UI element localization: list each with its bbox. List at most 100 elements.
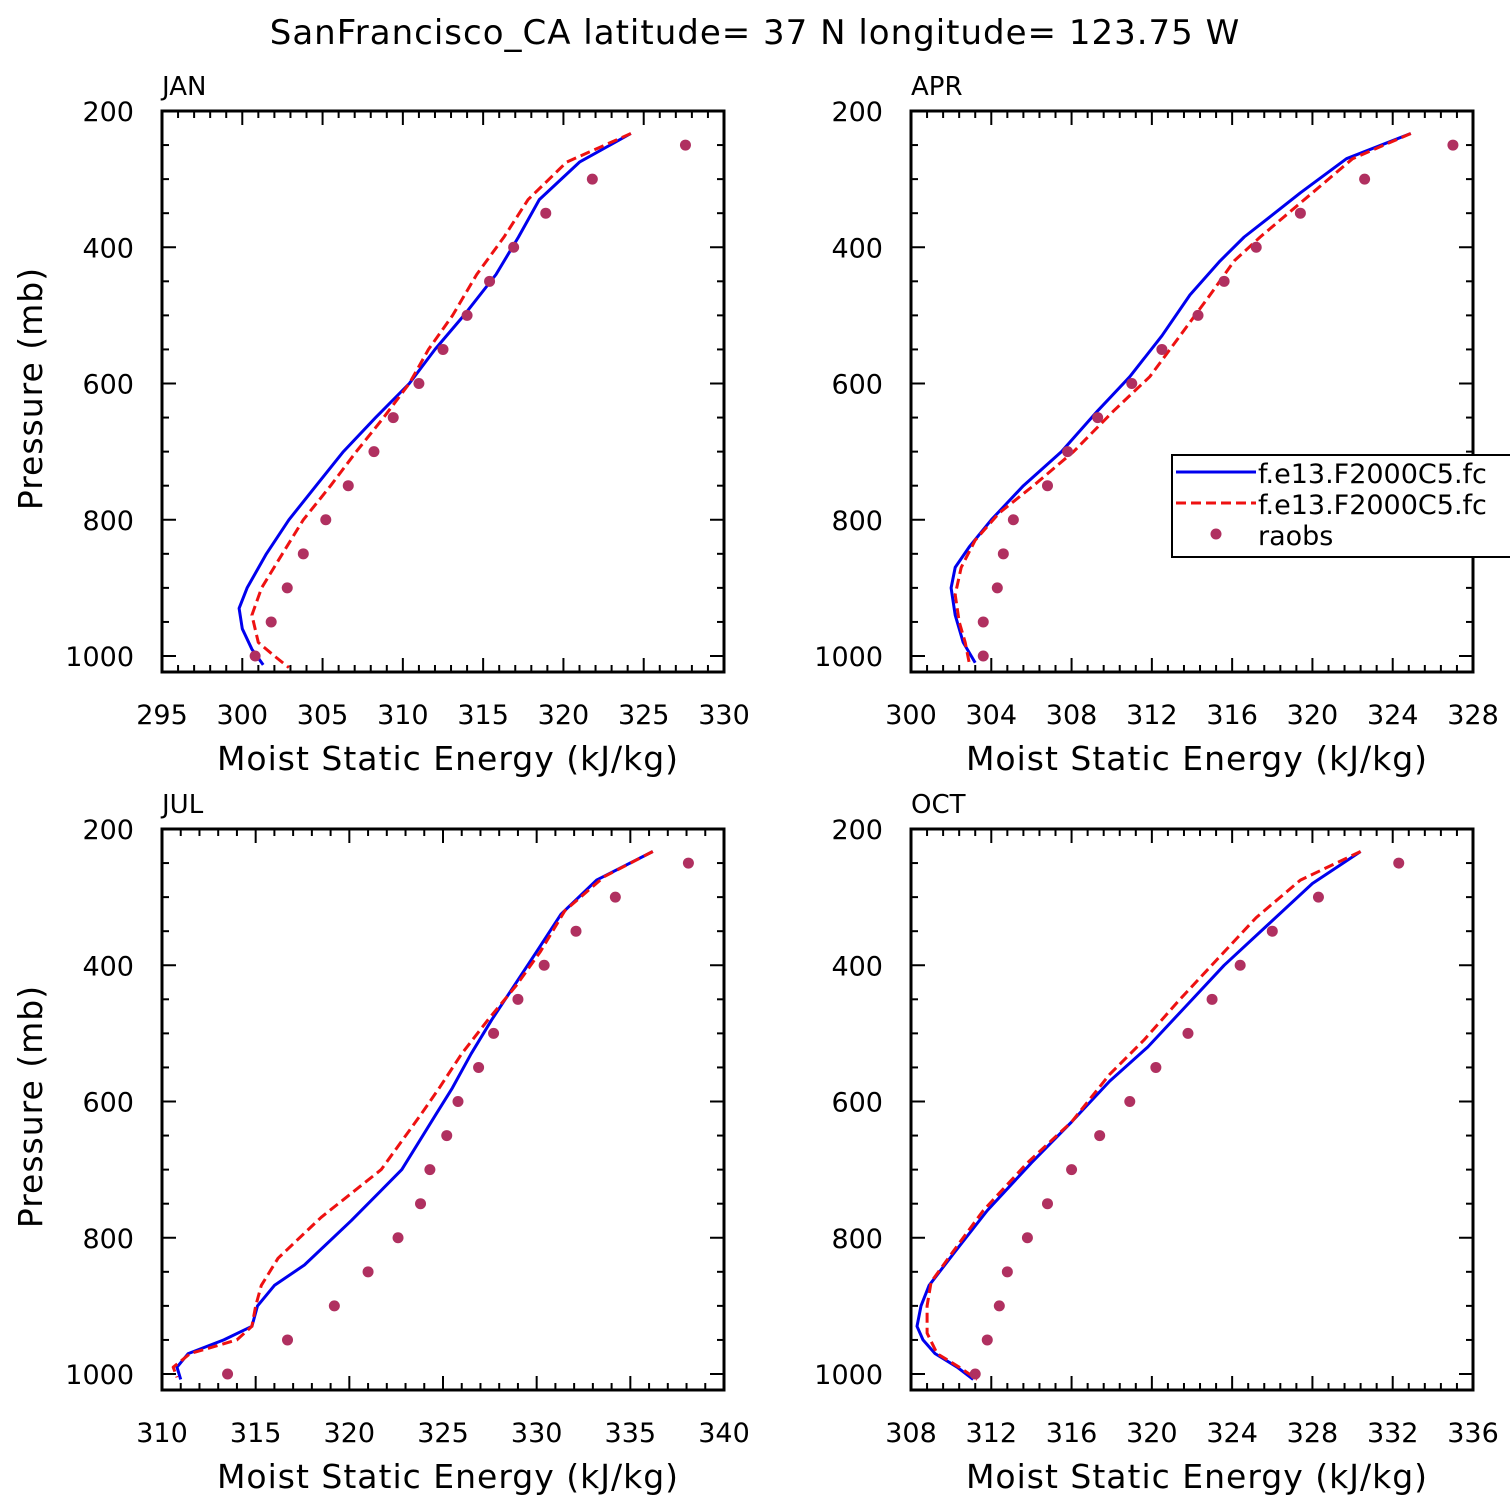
y-axis-label: Pressure (mb) [11,267,50,510]
series-line-dashed [925,850,1362,1381]
series-line-dashed [953,132,1412,664]
plot-frame [160,109,726,674]
raobs-point [1182,1027,1194,1039]
x-axis-label: Moist Static Energy (kJ/kg) [966,739,1428,778]
legend-swatch-raobs [1210,528,1222,540]
series-line-solid [949,132,1412,664]
raobs-point [1092,412,1104,424]
series-line-solid [237,132,632,666]
raobs-point [1041,480,1053,492]
panel-apr: APR 300 304 308 312 316 320 324 328 200 400 600 800 1… [814,72,1498,778]
x-tick-label: 300 [885,700,937,731]
y-tick-label: 800 [82,1224,134,1255]
raobs-point [281,582,293,594]
raobs-point [1001,1266,1013,1278]
x-tick-label: 320 [1287,700,1339,731]
x-tick-label: 320 [538,700,590,731]
raobs-point [1126,378,1138,389]
legend-label-dashed: f.e13.F2000C5.fc [1258,490,1487,521]
raobs-point [508,241,520,253]
raobs-point [1066,1164,1078,1176]
x-tick-label: 308 [1046,700,1098,731]
plot-data [171,850,694,1380]
x-tick-label: 340 [698,1418,750,1449]
raobs-point [297,548,309,560]
x-axis-label: Moist Static Energy (kJ/kg) [966,1457,1428,1496]
raobs-point [609,891,621,903]
y-tick-label: 600 [831,370,883,401]
y-tick-label: 400 [82,233,134,264]
x-tick-label: 312 [1126,700,1178,731]
x-tick-label: 304 [966,700,1018,731]
x-tick-label: 315 [457,700,509,731]
y-tick-label: 400 [82,951,134,982]
y-tick-label: 1000 [814,642,883,673]
raobs-point [368,446,380,458]
y-tick-label: 800 [831,506,883,537]
y-axis-label: Pressure (mb) [11,985,50,1228]
x-tick-label: 320 [324,1418,376,1449]
x-tick-label: 320 [1126,1418,1178,1449]
y-tick-label: 800 [82,506,134,537]
series-line-dashed [250,132,632,669]
raobs-point [1234,959,1246,971]
raobs-point [977,616,989,628]
x-tick-label: 305 [297,700,349,731]
x-tick-label: 330 [511,1418,563,1449]
x-axis-label: Moist Static Energy (kJ/kg) [217,1457,679,1496]
raobs-point [1294,207,1306,219]
panels-group: JAN 295 300 305 310 315 320 325 330 200 400 600 800 1… [11,72,1499,1496]
x-axis-label: Moist Static Energy (kJ/kg) [217,739,679,778]
x-tick-label: 310 [377,700,429,731]
x-tick-label: 324 [1206,1418,1258,1449]
raobs-point [488,1027,500,1039]
raobs-point [415,1198,427,1210]
plot-data [237,132,691,669]
x-tick-label: 328 [1287,1418,1339,1449]
raobs-point [387,412,399,424]
raobs-point [1447,139,1459,151]
x-tick-label: 300 [217,700,269,731]
raobs-point [997,548,1009,560]
x-tick-label: 325 [417,1418,469,1449]
raobs-point [222,1368,234,1380]
raobs-point [1266,925,1278,937]
x-tick-label: 336 [1447,1418,1499,1449]
raobs-point [461,309,473,321]
raobs-point [540,207,552,219]
raobs-point [981,1334,993,1346]
panel-label: APR [911,72,963,102]
raobs-point [991,582,1003,594]
raobs-point [1218,275,1230,287]
raobs-point [484,275,496,287]
plot-data [915,850,1405,1381]
raobs-point [993,1300,1005,1312]
raobs-point [679,139,691,151]
y-tick-label: 200 [82,815,134,846]
panel-oct: OCT 308 312 316 320 324 328 332 336 200 400 600 800 1… [814,790,1498,1496]
raobs-point [424,1164,436,1176]
x-tick-label: 335 [605,1418,657,1449]
raobs-point [249,650,261,662]
raobs-point [328,1300,340,1312]
raobs-point [570,925,582,937]
y-tick-label: 400 [831,233,883,264]
raobs-point [1041,1198,1053,1210]
plot-frame [909,109,1475,674]
raobs-point [1206,993,1218,1005]
raobs-point [282,1334,294,1346]
panel-jan: JAN 295 300 305 310 315 320 325 330 200 400 600 800 1… [11,72,750,778]
series-line-solid [175,850,654,1380]
x-tick-label: 316 [1206,700,1258,731]
series-line-dashed [171,850,654,1378]
plot-data [949,132,1459,664]
raobs-point [1393,857,1405,869]
x-tick-label: 315 [230,1418,282,1449]
raobs-point [1150,1061,1162,1073]
y-tick-label: 400 [831,951,883,982]
y-tick-label: 1000 [65,1360,134,1391]
x-tick-label: 308 [885,1418,937,1449]
raobs-point [473,1061,485,1073]
raobs-point [1007,514,1019,526]
